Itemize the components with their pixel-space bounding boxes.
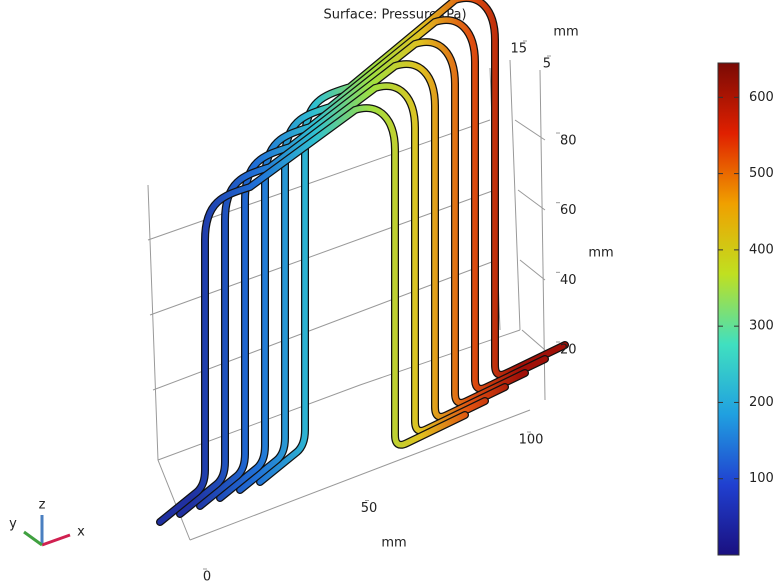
tick-label: 100: [519, 433, 544, 448]
tick-label: 5: [543, 57, 551, 72]
triad-label: y: [9, 517, 17, 532]
tube: [157, 105, 468, 525]
colorbar-tick-label: 300: [749, 319, 774, 334]
triad: z x y: [9, 498, 85, 547]
tick-label: 0: [203, 570, 211, 585]
triad-label: x: [77, 525, 85, 540]
tick-label: 60: [560, 203, 577, 218]
axis-label: mm: [588, 246, 613, 261]
colorbar-tick-label: 100: [749, 471, 774, 486]
colorbar-tick-label: 600: [749, 90, 774, 105]
axis-label: mm: [553, 25, 578, 40]
axis-label: mm: [381, 536, 406, 551]
colorbar-tick-label: 500: [749, 166, 774, 181]
tube: [177, 83, 488, 517]
tick-label: 40: [560, 273, 577, 288]
colorbar: [717, 62, 740, 556]
tick-label: 20: [560, 343, 577, 358]
tick-label: 50: [361, 501, 378, 516]
axes-frame: [147, 59, 546, 541]
colorbar-tick-label: 400: [749, 242, 774, 257]
tubes: [156, 0, 569, 526]
colorbar-tick-label: 200: [749, 395, 774, 410]
tick-label: 80: [560, 134, 577, 149]
triad-label: z: [39, 498, 46, 513]
tick-label: 15: [510, 42, 527, 57]
